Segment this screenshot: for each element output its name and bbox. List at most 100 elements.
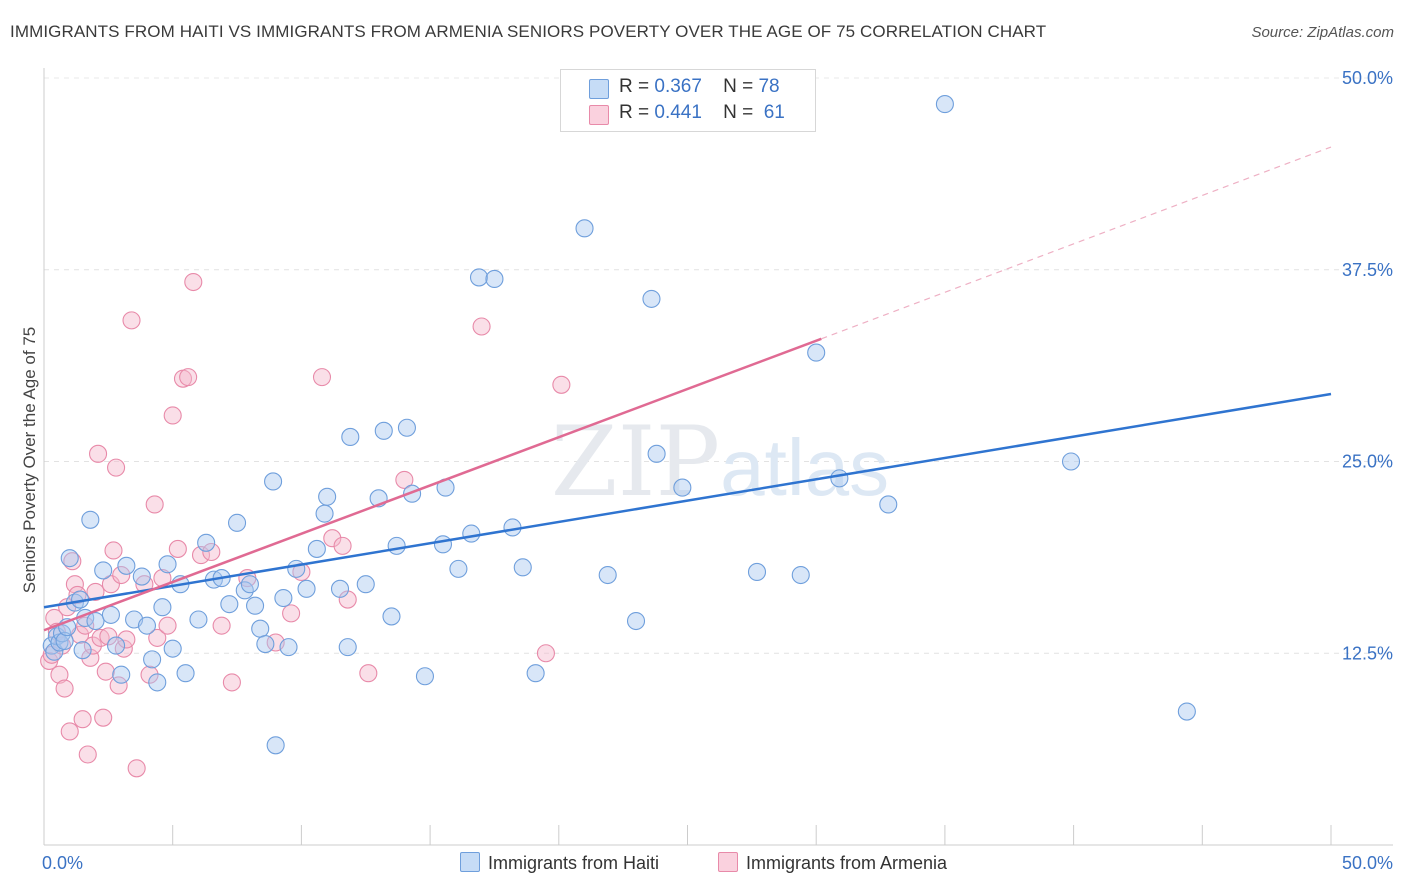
armenia-point bbox=[83, 636, 102, 655]
bottom-legend-swatch-haiti bbox=[460, 852, 480, 872]
haiti-point bbox=[287, 559, 306, 578]
haiti-point bbox=[220, 595, 239, 614]
armenia-point bbox=[76, 616, 95, 635]
armenia-point bbox=[333, 536, 352, 555]
legend: R = 0.367 N = 78 R = 0.441 N = 61 bbox=[560, 69, 816, 132]
haiti-point bbox=[297, 579, 316, 598]
bottom-legend-label-armenia: Immigrants from Armenia bbox=[746, 853, 948, 873]
armenia-point bbox=[163, 406, 182, 425]
haiti-point bbox=[830, 469, 849, 488]
armenia-point bbox=[359, 664, 378, 683]
trendlines bbox=[43, 146, 1332, 632]
haiti-point bbox=[251, 619, 270, 638]
haiti-point bbox=[747, 562, 767, 581]
armenia-point bbox=[282, 604, 301, 623]
haiti-point bbox=[387, 536, 406, 555]
armenia-point bbox=[536, 644, 555, 663]
armenia-point bbox=[117, 630, 136, 649]
haiti-point bbox=[266, 736, 285, 755]
haiti-point bbox=[449, 559, 468, 578]
haiti-point bbox=[318, 487, 337, 506]
armenia-point bbox=[60, 722, 79, 741]
haiti-point bbox=[673, 478, 692, 497]
y-axis-label: Seniors Poverty Over the Age of 75 bbox=[20, 327, 39, 593]
haiti-point bbox=[246, 596, 265, 615]
haiti-point bbox=[526, 664, 545, 683]
y-tick-labels: 12.5% 25.0% 37.5% 50.0% bbox=[1342, 68, 1393, 663]
bottom-legend-haiti: Immigrants from Haiti bbox=[460, 852, 659, 874]
bottom-legend-armenia: Immigrants from Armenia bbox=[718, 852, 947, 874]
haiti-point bbox=[356, 575, 375, 594]
armenia-point bbox=[99, 627, 118, 646]
haiti-point bbox=[94, 561, 113, 580]
haiti-point bbox=[374, 421, 393, 440]
armenia-point bbox=[212, 616, 231, 635]
armenia-trendline-extension bbox=[821, 146, 1332, 340]
haiti-point bbox=[60, 549, 79, 568]
haiti-point bbox=[462, 524, 481, 543]
haiti-point bbox=[81, 510, 100, 529]
haiti-point bbox=[879, 495, 898, 514]
armenia-point bbox=[94, 708, 113, 727]
haiti-point bbox=[626, 611, 646, 631]
haiti-point bbox=[598, 565, 617, 585]
haiti-point bbox=[55, 631, 74, 651]
haiti-point bbox=[935, 95, 954, 114]
armenia-point bbox=[127, 759, 146, 778]
haiti-point bbox=[397, 418, 416, 437]
haiti-point bbox=[189, 610, 208, 629]
haiti-point bbox=[73, 641, 92, 660]
haiti-point bbox=[256, 634, 275, 654]
armenia-point bbox=[73, 710, 92, 729]
armenia-point bbox=[63, 552, 82, 571]
haiti-point bbox=[415, 667, 435, 686]
haiti-point bbox=[153, 598, 172, 617]
haiti-point bbox=[1061, 452, 1081, 471]
chart-title: IMMIGRANTS FROM HAITI VS IMMIGRANTS FROM… bbox=[10, 22, 1047, 41]
y-tick-label: 50.0% bbox=[1342, 68, 1393, 88]
armenia-point bbox=[312, 368, 332, 387]
haiti-point bbox=[279, 638, 298, 657]
armenia-point bbox=[89, 444, 108, 463]
haiti-point bbox=[197, 533, 216, 552]
axes bbox=[43, 68, 1393, 846]
haiti-point bbox=[101, 605, 120, 624]
haiti-point bbox=[382, 607, 401, 626]
armenia-point bbox=[104, 541, 123, 560]
armenia-point bbox=[55, 679, 74, 698]
armenia-point bbox=[96, 662, 115, 681]
haiti-point bbox=[117, 556, 136, 575]
x-tick-label: 50.0% bbox=[1342, 853, 1393, 873]
armenia-point bbox=[109, 676, 128, 695]
armenia-point bbox=[179, 368, 198, 387]
haiti-point bbox=[315, 504, 334, 523]
y-tick-label: 25.0% bbox=[1342, 452, 1393, 472]
armenia-point bbox=[78, 745, 97, 764]
haiti-point bbox=[264, 472, 283, 491]
haiti-point bbox=[163, 639, 182, 658]
legend-text-haiti: R = 0.367 N = 78 bbox=[619, 76, 780, 97]
armenia-point bbox=[168, 539, 187, 558]
haiti-point bbox=[143, 650, 162, 669]
haiti-point bbox=[274, 588, 293, 608]
gridlines bbox=[44, 77, 1393, 654]
haiti-point bbox=[513, 558, 532, 577]
armenia-point bbox=[222, 673, 241, 692]
armenia-point bbox=[395, 470, 414, 489]
armenia-point bbox=[184, 272, 203, 292]
source-label: Source: ZipAtlas.com bbox=[1251, 24, 1394, 41]
armenia-point bbox=[145, 495, 164, 514]
x-tick-label: 0.0% bbox=[42, 853, 83, 873]
haiti-point bbox=[137, 616, 157, 635]
haiti-point bbox=[132, 567, 151, 586]
haiti-point bbox=[791, 565, 810, 585]
bottom-legend-swatch-armenia bbox=[718, 852, 738, 872]
haiti-point bbox=[107, 636, 126, 655]
haiti-point bbox=[575, 219, 594, 238]
armenia-point bbox=[202, 542, 221, 562]
armenia-point bbox=[323, 529, 342, 548]
armenia-point bbox=[158, 616, 177, 635]
haiti-point bbox=[1177, 702, 1196, 721]
haiti-point bbox=[341, 427, 360, 447]
